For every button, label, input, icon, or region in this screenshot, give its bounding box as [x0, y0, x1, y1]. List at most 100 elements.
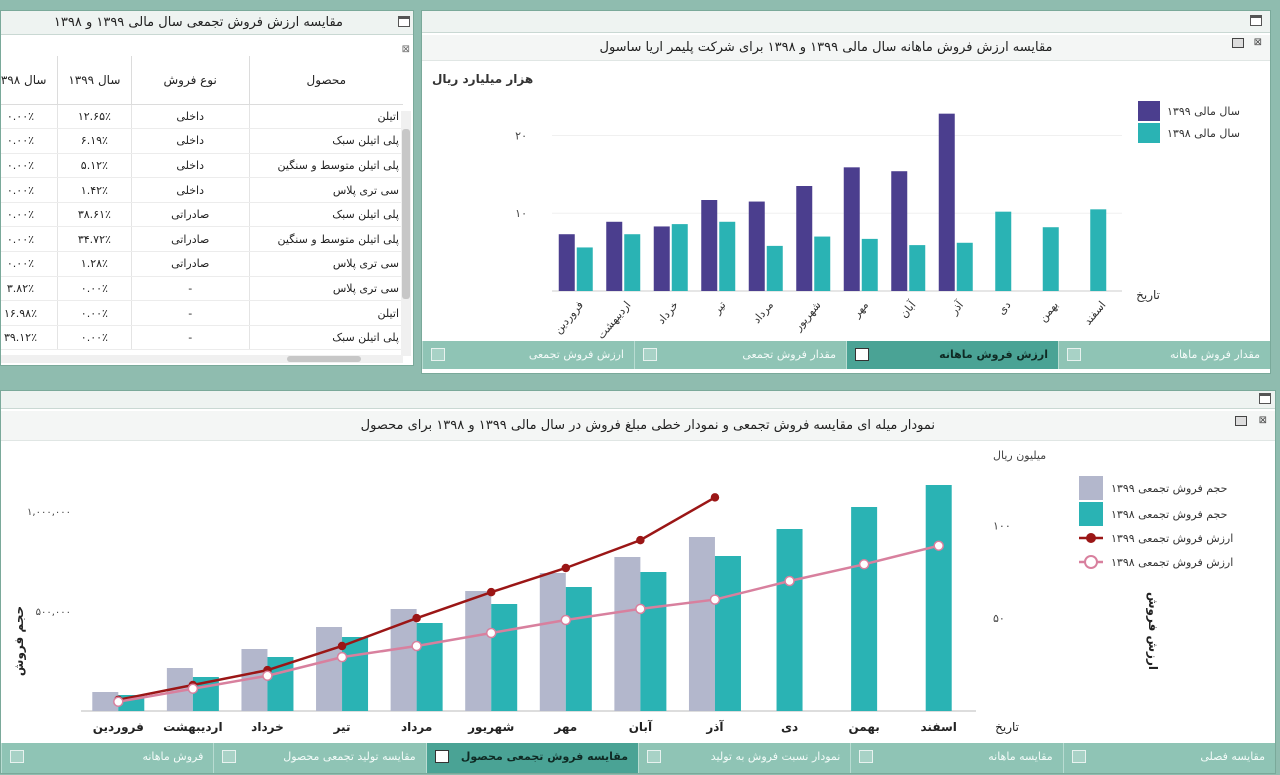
y2-axis-label: ارزش فروش	[1145, 592, 1160, 670]
monthly-chart-panel: مقایسه ارزش فروش ماهانه سال مالی ۱۳۹۹ و …	[421, 10, 1271, 374]
bar-volume-1398	[416, 623, 443, 711]
col-header-sale-type[interactable]: نوع فروش	[130, 56, 250, 105]
cumulative-tab-2[interactable]: نمودار نسبت فروش به تولید	[638, 743, 850, 773]
bar-1399	[796, 186, 813, 291]
x-tick-label: بهمن	[1036, 299, 1061, 325]
monthly-tab-1[interactable]: ارزش فروش ماهانه	[846, 341, 1058, 369]
table-cell: اتیلن	[248, 300, 403, 326]
chart-icon	[859, 750, 874, 763]
table-cell: ۶.۱۹٪	[56, 128, 132, 154]
maximize-icon[interactable]	[1259, 393, 1271, 404]
table-row[interactable]: پلی اتیلن سبک صادراتی ۳۸.۶۱٪ ۰.۰۰٪	[1, 202, 403, 228]
export-excel-icon[interactable]: ⊠	[1258, 415, 1267, 426]
table-panel-title: مقایسه ارزش فروش تجمعی سال مالی ۱۳۹۹ و ۱…	[53, 15, 343, 30]
monthly-panel-header	[422, 11, 1270, 33]
table-scroll-area: محصول نوع فروش سال ۱۳۹۹ سال ۱۳۹۸ اتیلندا…	[1, 56, 403, 359]
cumulative-tab-0[interactable]: مقایسه فصلی	[1062, 743, 1275, 773]
bar-1398	[1042, 227, 1059, 291]
table-row[interactable]: اتیلن -۰.۰۰٪ ۱۶.۹۸٪	[1, 300, 403, 326]
monthly-tab-0[interactable]: مقدار فروش ماهانه	[1058, 341, 1270, 369]
table-cell: ۳۴.۷۲٪	[56, 226, 132, 253]
chart-icon	[855, 348, 869, 361]
table-cell: ۵.۱۲٪	[56, 153, 132, 179]
monthly-tab-3[interactable]: ارزش فروش تجمعی	[422, 341, 634, 369]
line-point	[560, 614, 572, 626]
table-panel-header: مقایسه ارزش فروش تجمعی سال مالی ۱۳۹۹ و ۱…	[1, 11, 413, 35]
y-tick-label: ۱,۰۰۰,۰۰۰	[27, 507, 71, 518]
table-cell: ۰.۰۰٪	[56, 276, 132, 302]
maximize-icon[interactable]	[1250, 15, 1262, 26]
bar-1398	[766, 245, 783, 291]
maximize-icon[interactable]	[398, 16, 410, 27]
cumulative-tab-1[interactable]: مقایسه ماهانه	[850, 743, 1062, 773]
table-row[interactable]: سی تری پلاس صادراتی ۱.۲۸٪ ۰.۰۰٪	[1, 251, 403, 277]
monthly-chart: ۱۰ ۲۰ هزار میلیارد ریال تاریخ فروردین اردیبهش…	[432, 72, 1240, 342]
x-tick-label: آذر	[705, 719, 724, 734]
table-cell: ۰.۰۰٪	[1, 226, 58, 253]
export-excel-icon[interactable]: ⊠	[1253, 37, 1262, 48]
x-tick-label: دی	[781, 720, 798, 734]
table-cell: پلی اتیلن سبک	[248, 128, 403, 154]
table-row[interactable]: پلی اتیلن سبک -۰.۰۰٪ ۳۹.۱۲٪	[1, 325, 403, 351]
x-tick-label: اردیبهشت	[163, 720, 222, 734]
line-point	[187, 683, 199, 694]
table-row[interactable]: پلی اتیلن سبک داخلی ۶.۱۹٪ ۰.۰۰٪	[1, 128, 403, 154]
bar-1399	[843, 167, 860, 291]
vertical-scrollbar-thumb[interactable]	[402, 129, 410, 299]
x-tick-label: اردیبهشت	[594, 299, 633, 342]
table-cell: داخلی	[130, 104, 250, 130]
line-point	[336, 651, 348, 663]
tab-label: مقایسه فروش تجمعی محصول	[460, 750, 629, 763]
x-tick-label: آذر	[946, 297, 967, 318]
table-row[interactable]: اتیلن داخلی ۱۲.۶۵٪ ۰.۰۰٪	[1, 104, 403, 130]
save-icon[interactable]	[1235, 416, 1247, 426]
legend-swatch	[1138, 123, 1160, 143]
y2-tick-label: ۵۰	[993, 612, 1005, 625]
bar-volume-1398	[491, 604, 518, 711]
chart-icon	[1071, 750, 1086, 763]
line-point	[561, 563, 571, 573]
tab-label: فروش ماهانه	[142, 750, 204, 763]
table-row[interactable]: سی تری پلاس -۰.۰۰٪ ۳.۸۲٪	[1, 276, 403, 302]
col-header-1399[interactable]: سال ۱۳۹۹	[56, 56, 132, 105]
cumulative-chart-title: نمودار میله ای مقایسه فروش تجمعی و نمودا…	[1, 411, 1275, 441]
cumulative-tab-3[interactable]: مقایسه فروش تجمعی محصول	[425, 743, 639, 773]
x-tick-label: مرداد	[401, 720, 432, 734]
tab-label: مقدار فروش تجمعی	[742, 348, 836, 361]
table-row[interactable]: پلی اتیلن متوسط و سنگین داخلی ۵.۱۲٪ ۰.۰۰٪	[1, 153, 403, 179]
line-point	[784, 575, 795, 587]
tab-label: مقایسه تولید تجمعی محصول	[283, 750, 416, 763]
x-tick-label: فروردین	[551, 299, 586, 337]
vertical-scrollbar[interactable]	[401, 111, 411, 356]
x-tick-label: تیر	[333, 720, 351, 734]
cumulative-tab-4[interactable]: مقایسه تولید تجمعی محصول	[213, 743, 425, 773]
bar-1399	[748, 201, 765, 291]
horizontal-scrollbar[interactable]	[1, 355, 403, 363]
table-row[interactable]: پلی اتیلن متوسط و سنگین صادراتی ۳۴.۷۲٪ ۰.۰۰…	[1, 226, 403, 253]
save-icon[interactable]	[1232, 38, 1244, 48]
monthly-chart-title: مقایسه ارزش فروش ماهانه سال مالی ۱۳۹۹ و …	[422, 35, 1270, 61]
line-point	[858, 559, 870, 570]
table-row[interactable]: سی تری پلاس داخلی ۱.۴۲٪ ۰.۰۰٪	[1, 177, 403, 203]
bar-1398	[909, 245, 926, 291]
chart-icon	[222, 750, 237, 763]
col-header-product[interactable]: محصول	[248, 56, 403, 105]
bar-1398	[719, 221, 736, 291]
horizontal-scrollbar-thumb[interactable]	[287, 356, 361, 362]
cumulative-tab-5[interactable]: فروش ماهانه	[1, 743, 213, 773]
y2-tick-label: ۱۰۰	[993, 519, 1011, 532]
legend-swatch	[1138, 101, 1160, 121]
col-header-1398[interactable]: سال ۱۳۹۸	[1, 56, 58, 105]
table-cell: پلی اتیلن سبک	[248, 325, 403, 351]
monthly-tab-2[interactable]: مقدار فروش تجمعی	[634, 341, 846, 369]
bar-volume-1398	[640, 572, 667, 711]
bar-1399	[653, 226, 670, 291]
bar-1399	[891, 171, 908, 291]
line-point	[636, 535, 645, 545]
bar-volume-1399	[465, 591, 492, 711]
bar-volume-1398	[565, 587, 592, 711]
bar-volume-1399	[688, 537, 715, 711]
tab-label: مقایسه ماهانه	[988, 750, 1053, 763]
table-cell: ۱.۲۸٪	[56, 251, 132, 277]
table-close-icon[interactable]: ⊠	[401, 44, 410, 55]
